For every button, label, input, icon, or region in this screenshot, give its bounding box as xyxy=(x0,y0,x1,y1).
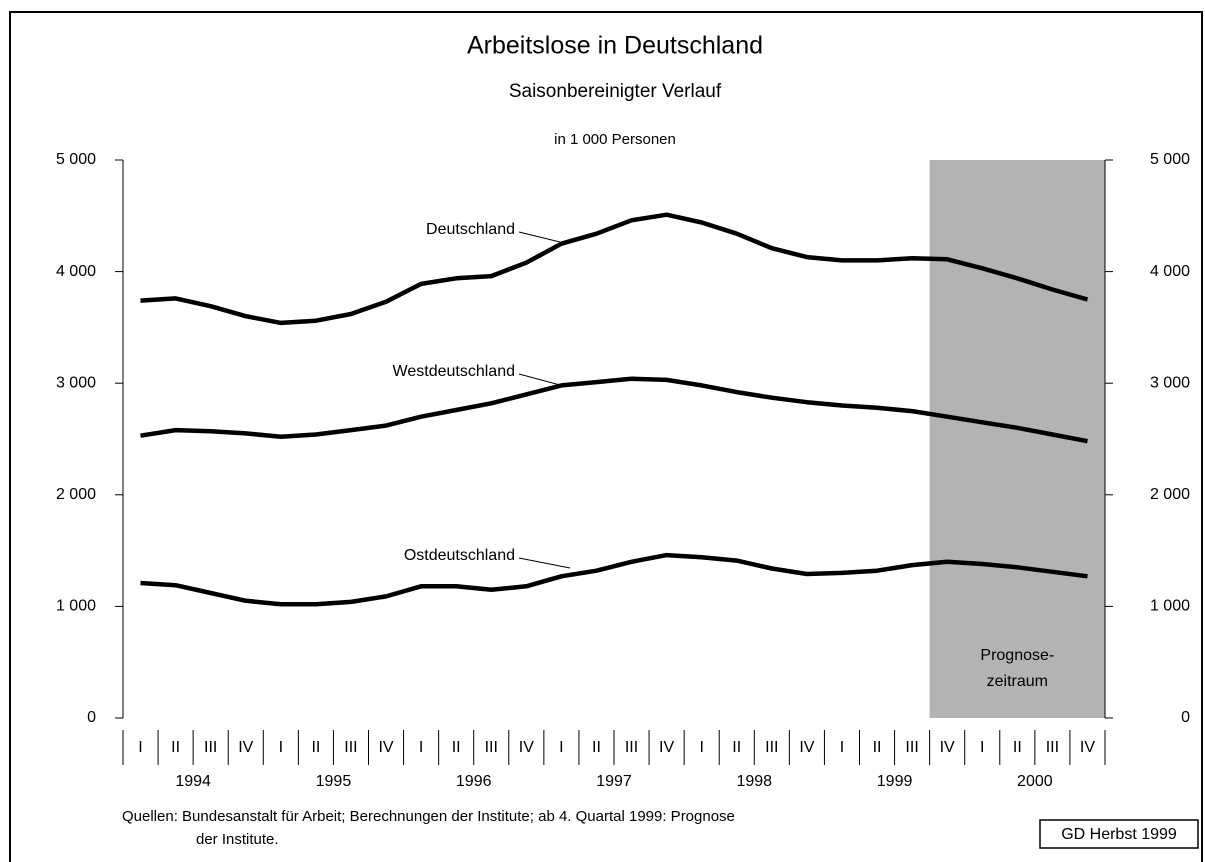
y-tick-label: 1 000 xyxy=(56,598,96,615)
x-tick-label: III xyxy=(485,739,498,756)
leader-line xyxy=(518,373,561,386)
x-tick-label: I xyxy=(980,739,984,756)
y-tick-label: 0 xyxy=(87,709,96,726)
y2-tick-label: 1 000 xyxy=(1150,598,1190,615)
x-tick-label: I xyxy=(279,739,283,756)
year-label: 2000 xyxy=(1017,773,1053,790)
x-tick-label: II xyxy=(732,739,741,756)
x-tick-label: II xyxy=(873,739,882,756)
series-label: Deutschland xyxy=(426,221,515,238)
y-tick-label: 5 000 xyxy=(56,151,96,168)
y-tick-label: 3 000 xyxy=(56,374,96,391)
year-label: 1995 xyxy=(316,773,352,790)
x-tick-label: III xyxy=(204,739,217,756)
year-label: 1997 xyxy=(596,773,632,790)
leader-line xyxy=(518,231,561,243)
x-tick-label: IV xyxy=(940,739,955,756)
x-tick-label: I xyxy=(840,739,844,756)
chart-subtitle: Saisonbereinigter Verlauf xyxy=(509,81,722,102)
y2-tick-label: 2 000 xyxy=(1150,486,1190,503)
series-label: Ostdeutschland xyxy=(404,547,515,564)
x-tick-label: IV xyxy=(1080,739,1095,756)
year-label: 1998 xyxy=(736,773,772,790)
x-tick-label: II xyxy=(592,739,601,756)
credit: GD Herbst 1999 xyxy=(1061,826,1177,843)
x-tick-label: I xyxy=(138,739,142,756)
series-line xyxy=(140,376,1088,444)
x-tick-label: II xyxy=(171,739,180,756)
x-tick-label: IV xyxy=(238,739,253,756)
x-tick-label: II xyxy=(1013,739,1022,756)
series-line xyxy=(140,552,1088,607)
source: Quellen: Bundesanstalt für Arbeit; Berec… xyxy=(122,808,735,825)
chart-title: Arbeitslose in Deutschland xyxy=(467,32,763,60)
x-tick-label: IV xyxy=(659,739,674,756)
x-tick-label: III xyxy=(625,739,638,756)
x-tick-label: III xyxy=(765,739,778,756)
x-tick-label: III xyxy=(905,739,918,756)
forecast-label: zeitraum xyxy=(987,673,1048,690)
x-tick-label: III xyxy=(344,739,357,756)
y2-tick-label: 3 000 xyxy=(1150,374,1190,391)
x-tick-label: II xyxy=(452,739,461,756)
credit-box xyxy=(1039,819,1199,849)
x-tick-label: I xyxy=(419,739,423,756)
x-tick-label: III xyxy=(1046,739,1059,756)
x-tick-label: II xyxy=(311,739,320,756)
year-label: 1996 xyxy=(456,773,492,790)
source: der Institute. xyxy=(196,831,279,848)
y-tick-label: 2 000 xyxy=(56,486,96,503)
frame xyxy=(9,11,1203,862)
series-label: Westdeutschland xyxy=(393,363,515,380)
y-axis-label: in 1 000 Personen xyxy=(554,131,676,148)
x-tick-label: I xyxy=(699,739,703,756)
forecast-label: Prognose- xyxy=(980,647,1054,664)
y-tick-label: 4 000 xyxy=(56,263,96,280)
x-tick-label: I xyxy=(559,739,563,756)
year-label: 1999 xyxy=(877,773,913,790)
series-line xyxy=(140,212,1089,326)
y2-tick-label: 5 000 xyxy=(1150,151,1190,168)
year-label: 1994 xyxy=(175,773,211,790)
x-tick-label: IV xyxy=(799,739,814,756)
x-tick-label: IV xyxy=(378,739,393,756)
y2-tick-label: 0 xyxy=(1181,709,1190,726)
x-tick-label: IV xyxy=(519,739,534,756)
leader-line xyxy=(518,557,571,569)
y2-tick-label: 4 000 xyxy=(1150,263,1190,280)
